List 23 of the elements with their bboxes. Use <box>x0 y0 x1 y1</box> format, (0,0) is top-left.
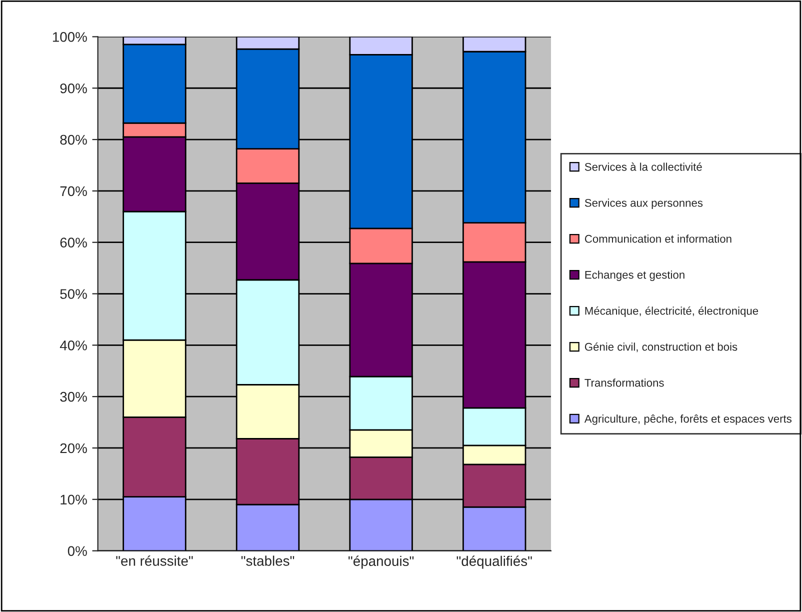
legend-label: Génie civil, construction et bois <box>584 342 738 352</box>
x-tick-label: "stables" <box>241 556 294 566</box>
y-tick-label: 10% <box>60 494 87 505</box>
y-tick-label: 80% <box>60 134 87 145</box>
y-tick-label: 50% <box>60 289 87 299</box>
y-tick-label: 0% <box>68 546 87 556</box>
legend-label: Transformations <box>584 378 664 387</box>
y-tick-label: 30% <box>60 392 87 402</box>
x-tick-label: "épanouis" <box>348 556 414 569</box>
legend-label: Services à la collectivité <box>584 162 702 171</box>
y-tick-label: 90% <box>60 83 87 94</box>
legend-label: Mécanique, électricité, électronique <box>585 306 758 317</box>
y-tick-label: 100% <box>52 32 87 42</box>
y-tick-label: 60% <box>60 238 87 248</box>
x-tick-label: "déqualifiés" <box>456 556 532 569</box>
legend-label: Services aux personnes <box>584 198 703 209</box>
y-tick-label: 70% <box>60 186 87 196</box>
y-tick-label: 40% <box>60 340 87 350</box>
y-tick-label: 20% <box>60 443 87 454</box>
legend-label: Communication et information <box>584 234 732 243</box>
legend-label: Echanges et gestion <box>585 270 684 281</box>
legend-label: Agriculture, pêche, forêts et espaces verts <box>584 414 792 425</box>
x-tick-label: "en réussite" <box>116 556 193 566</box>
